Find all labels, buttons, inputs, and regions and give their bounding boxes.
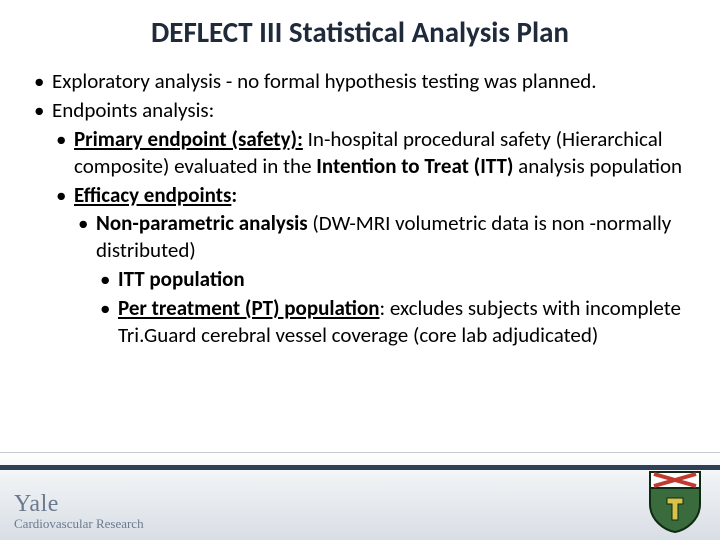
label: ITT population — [118, 266, 245, 292]
footer-org-name: Yale — [14, 491, 144, 518]
bullet-nonparametric: Non-parametric analysis (DW-MRI volumetr… — [74, 210, 686, 348]
bullet-efficacy-endpoints: Efficacy endpoints: Non-parametric analy… — [52, 182, 686, 349]
footer-org-subtitle: Cardiovascular Research — [14, 516, 144, 532]
bullet-primary-endpoint: Primary endpoint (safety): In-hospital p… — [52, 126, 686, 180]
label: Per treatment (PT) population — [118, 295, 380, 321]
label: Primary endpoint (safety): — [74, 126, 303, 152]
label: Efficacy endpoints — [74, 182, 231, 208]
slide-footer: Yale Cardiovascular Research — [0, 452, 720, 540]
itt-bold: Intention to Treat (ITT) — [316, 153, 513, 179]
colon: : — [231, 182, 237, 208]
slide-body: Exploratory analysis - no formal hypothe… — [34, 68, 686, 349]
bullet-pt-population: Per treatment (PT) population: excludes … — [96, 295, 686, 349]
slide-title: DEFLECT III Statistical Analysis Plan — [34, 14, 686, 50]
label: Non-parametric analysis — [96, 210, 308, 236]
text: Exploratory analysis - no formal hypothe… — [52, 68, 597, 94]
slide: DEFLECT III Statistical Analysis Plan Ex… — [0, 0, 720, 540]
crest-icon — [646, 468, 704, 534]
footer-stripe — [0, 465, 720, 470]
bullet-exploratory: Exploratory analysis - no formal hypothe… — [34, 68, 686, 95]
bullet-itt-population: ITT population — [96, 266, 686, 293]
text: Endpoints analysis: — [52, 97, 214, 123]
text: analysis population — [513, 153, 682, 179]
bullet-endpoints: Endpoints analysis: Primary endpoint (sa… — [34, 97, 686, 349]
footer-logo-left: Yale Cardiovascular Research — [14, 491, 144, 532]
